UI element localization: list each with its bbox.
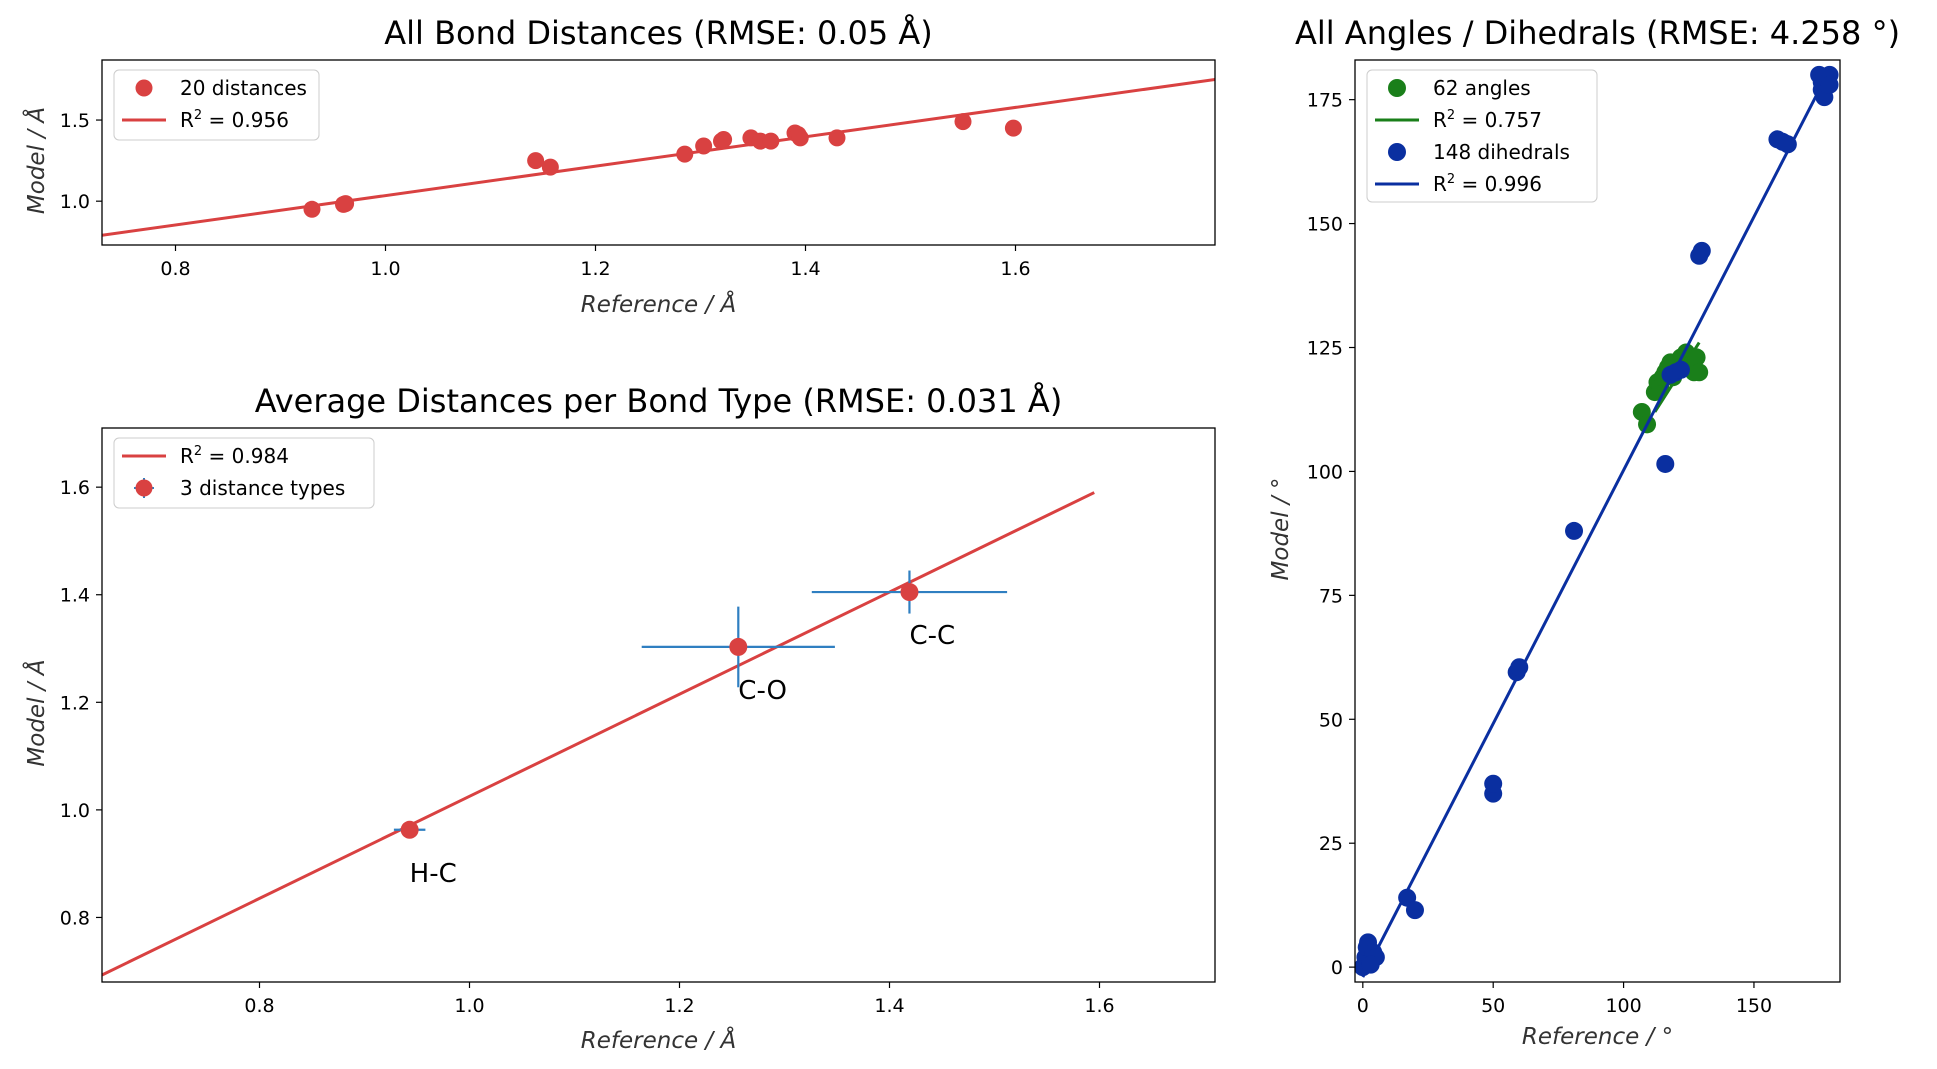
y-tick-label: 125: [1307, 338, 1343, 360]
legend-label: R2 = 0.996: [1433, 172, 1542, 196]
dihedral-point: [1405, 901, 1424, 920]
x-tick-label: 50: [1481, 995, 1505, 1017]
y-axis-label: Model / Å: [22, 107, 50, 214]
data-point: [303, 200, 321, 218]
x-tick-label: 1.6: [1000, 258, 1030, 280]
y-tick-label: 1.0: [60, 191, 90, 213]
data-point: [791, 129, 809, 147]
y-tick-label: 25: [1319, 833, 1343, 855]
legend-label: R2 = 0.984: [180, 444, 289, 468]
dihedral-point: [1656, 454, 1675, 473]
point-annotation: C-C: [909, 621, 955, 651]
x-tick-label: 0.8: [160, 258, 190, 280]
data-point: [900, 583, 919, 602]
data-point: [676, 145, 694, 163]
angle-point: [1690, 363, 1709, 382]
dihedral-point: [1692, 241, 1711, 260]
y-axis-label: Model / °: [1268, 478, 1294, 581]
x-tick-label: 0: [1357, 995, 1369, 1017]
chart-title: All Bond Distances (RMSE: 0.05 Å): [384, 14, 933, 52]
legend-label: 20 distances: [180, 76, 307, 100]
y-tick-label: 100: [1307, 461, 1343, 483]
x-tick-label: 1.0: [454, 995, 484, 1017]
legend-label: R2 = 0.956: [180, 108, 289, 132]
legend: 20 distances R2 = 0.956: [113, 69, 320, 141]
chart-title: Average Distances per Bond Type (RMSE: 0…: [255, 382, 1063, 420]
dihedral-point: [1565, 521, 1584, 540]
x-tick-label: 1.6: [1084, 995, 1114, 1017]
data-point: [541, 158, 559, 176]
legend-marker: [135, 79, 153, 97]
legend-label: 62 angles: [1433, 76, 1531, 100]
dihedral-point: [1820, 75, 1839, 94]
y-axis-label: Model / Å: [22, 659, 50, 766]
chart-panel-1: All Bond Distances (RMSE: 0.05 Å) Referen…: [22, 14, 1216, 318]
dihedral-point: [1510, 658, 1529, 677]
legend-marker: [1388, 143, 1406, 161]
legend-label: 3 distance types: [180, 476, 345, 500]
x-axis-label: Reference / Å: [581, 1026, 736, 1054]
x-tick-label: 1.2: [664, 995, 694, 1017]
data-point: [400, 820, 419, 839]
y-tick-label: 0: [1331, 957, 1343, 979]
chart-panel-2: Average Distances per Bond Type (RMSE: 0…: [22, 382, 1216, 1054]
legend-label: R2 = 0.757: [1433, 108, 1542, 132]
legend-frame: [1366, 69, 1598, 203]
data-point: [715, 131, 733, 149]
y-tick-label: 1.2: [60, 692, 90, 714]
x-tick-label: 100: [1605, 995, 1641, 1017]
legend: 62 angles R2 = 0.757 148 dihedrals R2 = 0.9…: [1366, 69, 1598, 203]
legend-marker: [1388, 79, 1406, 97]
data-point: [1004, 119, 1022, 137]
plot-frame: [1354, 59, 1841, 983]
y-tick-label: 150: [1307, 214, 1343, 236]
chart-title: All Angles / Dihedrals (RMSE: 4.258 °): [1295, 14, 1900, 52]
data-point: [954, 113, 972, 131]
plot-area: [102, 77, 1215, 237]
y-tick-label: 1.5: [60, 110, 90, 132]
legend-frame: [113, 69, 320, 141]
y-tick-label: 0.8: [60, 907, 90, 929]
x-tick-label: 0.8: [244, 995, 274, 1017]
data-point: [828, 129, 846, 147]
x-tick-label: 1.0: [370, 258, 400, 280]
x-tick-label: 150: [1736, 995, 1772, 1017]
dihedral-point: [1484, 774, 1503, 793]
x-tick-label: 1.4: [874, 995, 904, 1017]
point-annotation: H-C: [410, 859, 457, 889]
data-point: [762, 132, 780, 150]
legend-marker: [135, 479, 153, 497]
data-point: [527, 152, 545, 170]
legend-label: 148 dihedrals: [1433, 140, 1570, 164]
dihedral-point: [1361, 955, 1380, 974]
y-tick-label: 1.6: [60, 477, 90, 499]
y-tick-label: 175: [1307, 90, 1343, 112]
data-point: [695, 137, 713, 155]
data-point: [729, 637, 748, 656]
plot-area: [1355, 65, 1839, 978]
legend: R2 = 0.984 3 distance types: [113, 437, 375, 509]
x-axis-label: Reference / Å: [581, 290, 736, 318]
fit-line: [101, 491, 1095, 977]
dihedral-point: [1671, 360, 1690, 379]
dihedral-point: [1778, 135, 1797, 154]
plot-frame: [101, 59, 1216, 246]
x-tick-label: 1.4: [790, 258, 820, 280]
x-tick-label: 1.2: [580, 258, 610, 280]
y-tick-label: 1.4: [60, 585, 90, 607]
y-tick-label: 1.0: [60, 800, 90, 822]
dihedrals-fit-line: [1361, 74, 1829, 978]
y-tick-label: 50: [1319, 709, 1343, 731]
chart-panel-3: All Angles / Dihedrals (RMSE: 4.258 °) Re…: [1268, 14, 1900, 1050]
fit-line: [102, 77, 1215, 237]
plot-frame: [101, 427, 1216, 983]
y-tick-label: 75: [1319, 585, 1343, 607]
point-annotation: C-O: [738, 676, 787, 706]
data-point: [337, 195, 355, 213]
x-axis-label: Reference / °: [1522, 1024, 1673, 1050]
legend-frame: [113, 437, 375, 509]
